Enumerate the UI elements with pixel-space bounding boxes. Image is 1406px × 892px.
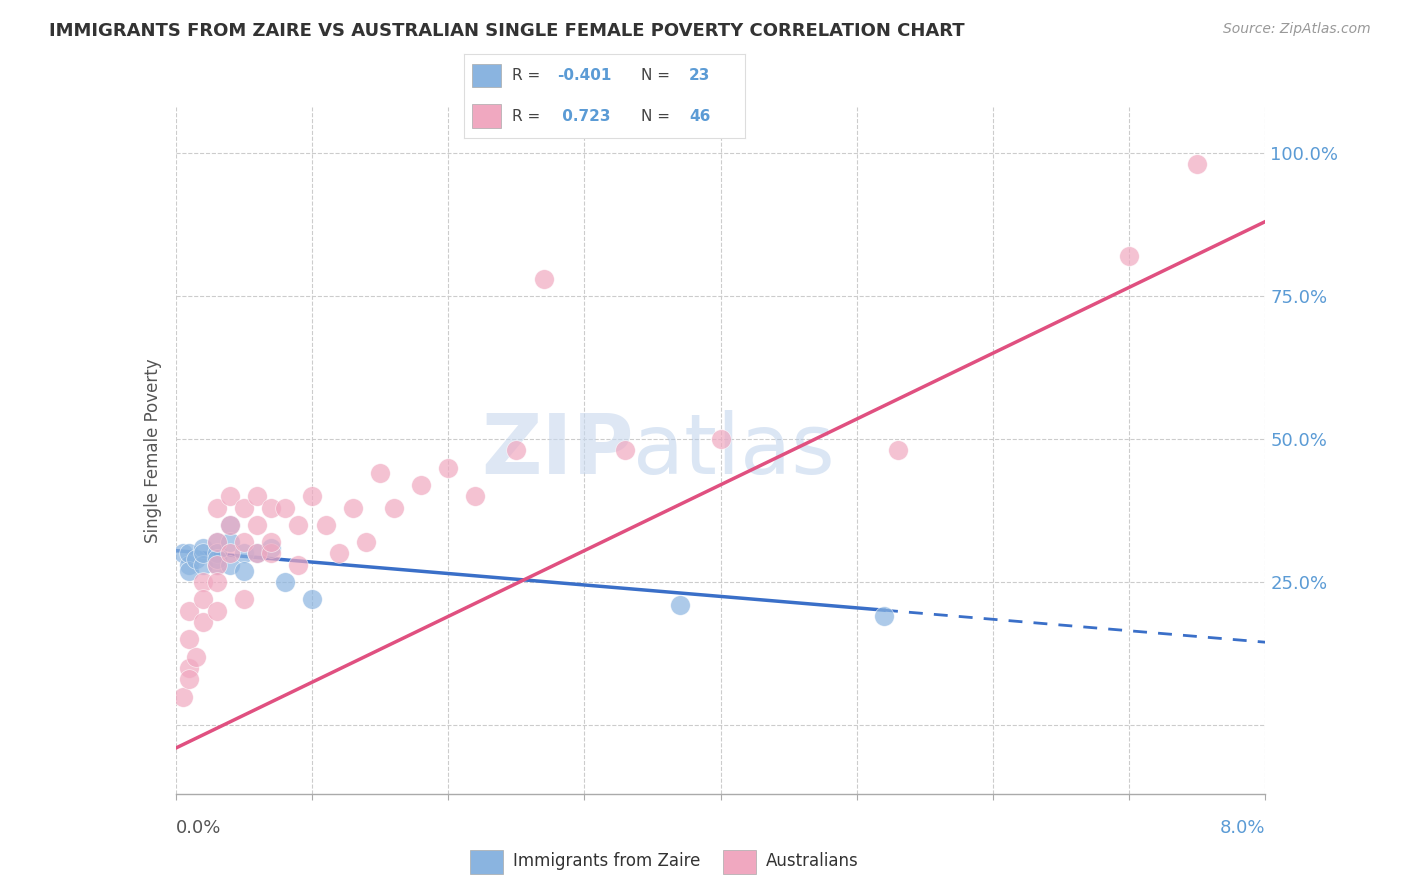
Point	[219, 517, 242, 532]
Point	[246, 546, 269, 561]
Text: N =: N =	[641, 68, 675, 83]
Point	[219, 535, 242, 549]
Point	[246, 546, 269, 561]
Text: atlas: atlas	[633, 410, 835, 491]
Bar	[723, 849, 756, 874]
Point	[301, 592, 323, 607]
Point	[533, 271, 555, 285]
Point	[172, 690, 194, 704]
Bar	[470, 849, 503, 874]
Point	[179, 546, 201, 561]
Text: 46: 46	[689, 109, 710, 124]
Point	[1118, 249, 1140, 263]
Point	[246, 489, 269, 503]
Point	[260, 535, 283, 549]
Text: N =: N =	[641, 109, 675, 124]
Point	[179, 632, 201, 647]
Point	[179, 604, 201, 618]
Point	[179, 661, 201, 675]
Point	[172, 546, 194, 561]
Point	[232, 564, 254, 578]
Point	[886, 443, 908, 458]
Y-axis label: Single Female Poverty: Single Female Poverty	[143, 359, 162, 542]
Point	[287, 558, 309, 572]
Text: IMMIGRANTS FROM ZAIRE VS AUSTRALIAN SINGLE FEMALE POVERTY CORRELATION CHART: IMMIGRANTS FROM ZAIRE VS AUSTRALIAN SING…	[49, 22, 965, 40]
Text: -0.401: -0.401	[557, 68, 612, 83]
Point	[342, 500, 364, 515]
Point	[191, 541, 214, 555]
Point	[232, 592, 254, 607]
Text: 0.0%: 0.0%	[176, 819, 221, 837]
Point	[179, 564, 201, 578]
Point	[873, 609, 896, 624]
Point	[328, 546, 350, 561]
Point	[409, 478, 432, 492]
Point	[668, 598, 690, 612]
Point	[274, 575, 297, 590]
Bar	[472, 63, 501, 87]
Point	[205, 552, 228, 566]
Point	[205, 558, 228, 572]
Point	[315, 517, 337, 532]
Text: Source: ZipAtlas.com: Source: ZipAtlas.com	[1223, 22, 1371, 37]
Point	[186, 649, 208, 664]
Point	[287, 517, 309, 532]
Point	[464, 489, 486, 503]
Point	[205, 535, 228, 549]
Point	[710, 432, 733, 446]
Point	[219, 558, 242, 572]
Point	[205, 604, 228, 618]
Text: Immigrants from Zaire: Immigrants from Zaire	[513, 852, 700, 870]
Point	[179, 558, 201, 572]
Text: 23: 23	[689, 68, 710, 83]
Point	[191, 592, 214, 607]
Point	[260, 500, 283, 515]
Point	[260, 541, 283, 555]
Point	[191, 615, 214, 630]
Point	[191, 575, 214, 590]
Bar	[472, 104, 501, 128]
Text: 8.0%: 8.0%	[1220, 819, 1265, 837]
Point	[205, 546, 228, 561]
Text: 0.723: 0.723	[557, 109, 610, 124]
Point	[614, 443, 637, 458]
Point	[232, 535, 254, 549]
Text: ZIP: ZIP	[481, 410, 633, 491]
Point	[205, 535, 228, 549]
Point	[179, 673, 201, 687]
Point	[191, 546, 214, 561]
Point	[437, 460, 460, 475]
Point	[356, 535, 378, 549]
Point	[205, 575, 228, 590]
Point	[246, 517, 269, 532]
Point	[219, 546, 242, 561]
Point	[505, 443, 527, 458]
Point	[232, 500, 254, 515]
Point	[260, 546, 283, 561]
Point	[301, 489, 323, 503]
Point	[232, 546, 254, 561]
Point	[219, 489, 242, 503]
Text: R =: R =	[512, 68, 546, 83]
Point	[205, 500, 228, 515]
Point	[274, 500, 297, 515]
Point	[186, 552, 208, 566]
Text: R =: R =	[512, 109, 546, 124]
Point	[1187, 157, 1209, 171]
Point	[219, 517, 242, 532]
Point	[205, 558, 228, 572]
Text: Australians: Australians	[766, 852, 859, 870]
Point	[382, 500, 405, 515]
Point	[191, 558, 214, 572]
Point	[368, 467, 391, 481]
